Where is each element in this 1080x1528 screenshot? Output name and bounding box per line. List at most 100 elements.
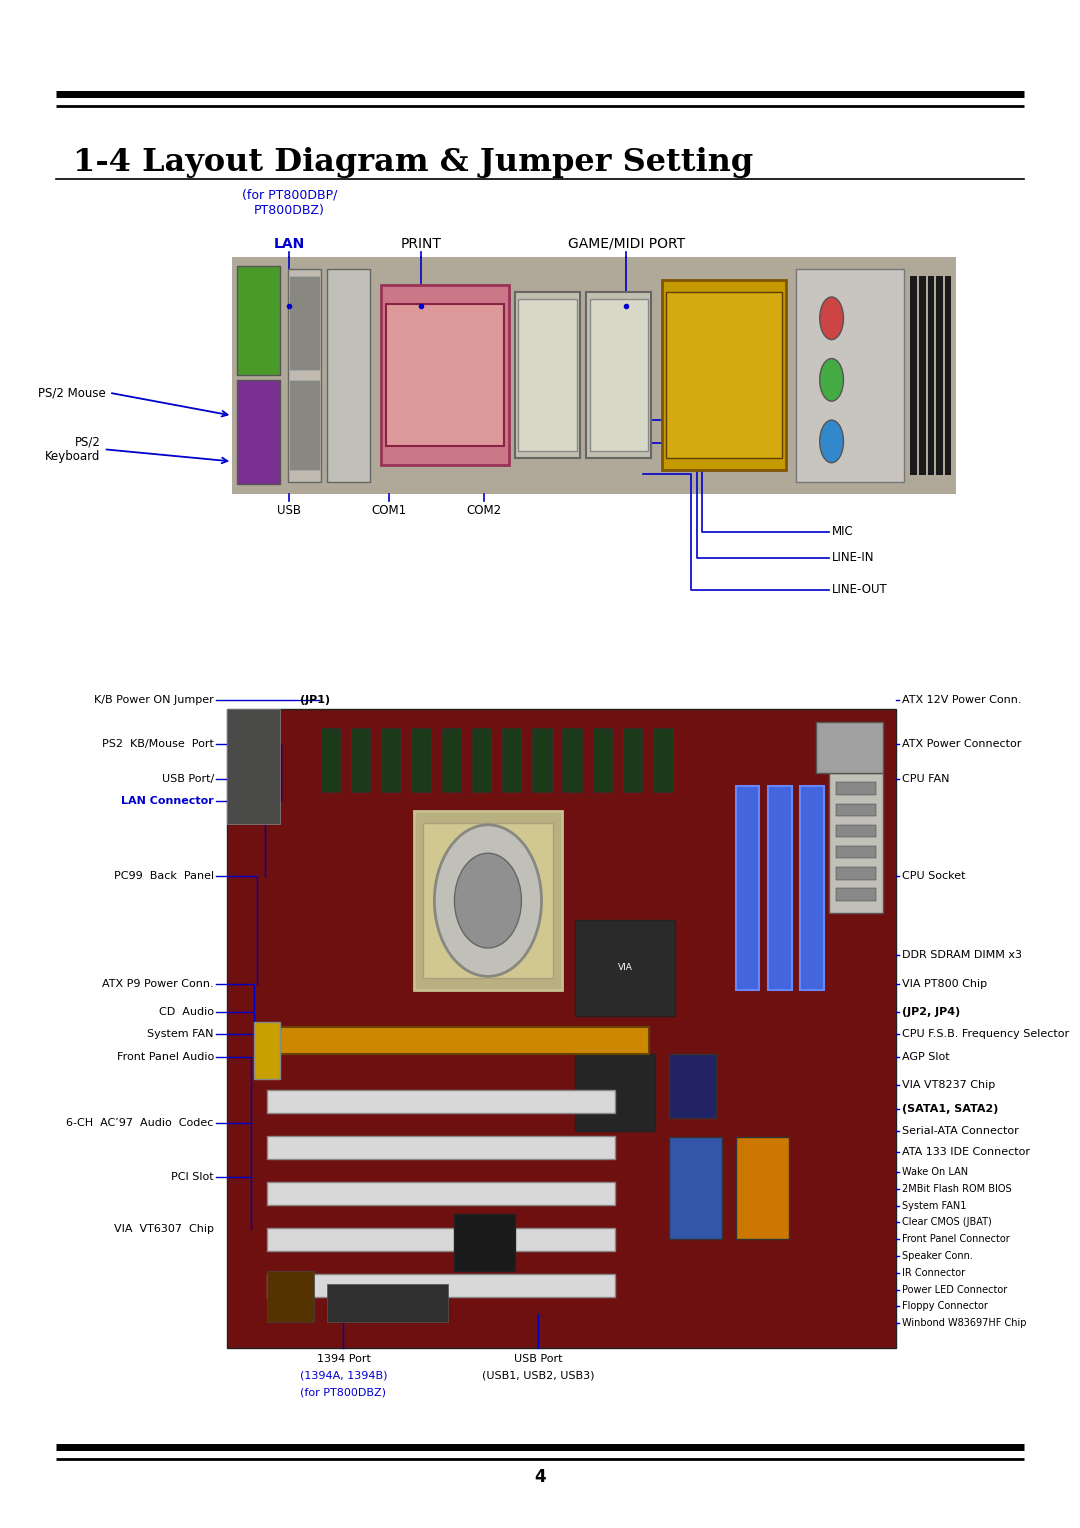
Bar	[735, 785, 759, 990]
Bar	[653, 729, 673, 792]
Bar	[586, 292, 651, 458]
Bar	[227, 709, 281, 824]
Text: LINE-IN: LINE-IN	[832, 552, 874, 564]
Text: CPU Socket: CPU Socket	[902, 871, 966, 880]
Bar	[796, 269, 904, 481]
Text: 4: 4	[535, 1468, 545, 1487]
Text: 2MBit Flash ROM BIOS: 2MBit Flash ROM BIOS	[902, 1184, 1012, 1193]
Bar	[327, 1284, 448, 1322]
Ellipse shape	[820, 359, 843, 402]
Text: 1-4 Layout Diagram & Jumper Setting: 1-4 Layout Diagram & Jumper Setting	[73, 147, 754, 177]
Bar	[836, 804, 876, 816]
Bar	[945, 275, 951, 475]
Text: Power LED Connector: Power LED Connector	[902, 1285, 1007, 1294]
Text: COM1: COM1	[372, 504, 406, 518]
Bar	[381, 729, 401, 792]
Bar	[669, 1054, 716, 1118]
Text: PCI Slot: PCI Slot	[172, 1172, 214, 1181]
Bar	[267, 1274, 616, 1297]
Bar	[928, 275, 934, 475]
Bar	[237, 266, 280, 374]
Text: 1394 Port: 1394 Port	[316, 1354, 370, 1365]
Text: CPU FAN: CPU FAN	[902, 775, 949, 784]
Bar	[267, 1091, 616, 1112]
Text: System FAN: System FAN	[147, 1030, 214, 1039]
Text: LAN: LAN	[274, 237, 305, 251]
Text: USB Port/: USB Port/	[162, 775, 214, 784]
Bar	[411, 729, 431, 792]
Text: K/B Power ON Jumper: K/B Power ON Jumper	[94, 695, 214, 704]
Bar	[575, 920, 675, 1016]
Bar	[515, 292, 580, 458]
Text: PS2  KB/Mouse  Port: PS2 KB/Mouse Port	[102, 740, 214, 749]
Bar	[836, 825, 876, 837]
Text: ATX P9 Power Conn.: ATX P9 Power Conn.	[103, 979, 214, 989]
Text: Floppy Connector: Floppy Connector	[902, 1302, 988, 1311]
Text: (1394A, 1394B): (1394A, 1394B)	[299, 1371, 388, 1381]
Bar	[289, 380, 320, 469]
Text: (JP1): (JP1)	[300, 695, 330, 704]
Text: Front Panel Audio: Front Panel Audio	[117, 1053, 214, 1062]
Text: VIA  VT6307  Chip: VIA VT6307 Chip	[113, 1224, 214, 1233]
Bar	[735, 1137, 789, 1239]
Bar	[816, 721, 883, 773]
Bar	[593, 729, 612, 792]
Bar	[836, 845, 876, 859]
Bar	[281, 1027, 649, 1054]
Text: System FAN1: System FAN1	[902, 1201, 967, 1210]
Bar	[910, 275, 917, 475]
Bar	[829, 773, 883, 914]
Text: AGP Slot: AGP Slot	[902, 1053, 949, 1062]
Text: ATX Power Connector: ATX Power Connector	[902, 740, 1022, 749]
Bar	[836, 888, 876, 900]
Bar	[455, 1213, 515, 1271]
Text: CPU F.S.B. Frequency Selector: CPU F.S.B. Frequency Selector	[902, 1030, 1069, 1039]
Bar	[267, 1183, 616, 1204]
Text: IR Connector: IR Connector	[902, 1268, 964, 1277]
Text: Serial-ATA Connector: Serial-ATA Connector	[902, 1126, 1018, 1135]
Text: MIC: MIC	[832, 526, 853, 538]
Bar	[532, 729, 552, 792]
Text: LINE-OUT: LINE-OUT	[832, 584, 888, 596]
Text: PRINT: PRINT	[401, 237, 442, 251]
Bar	[415, 811, 562, 990]
Bar	[502, 729, 522, 792]
Text: 6-CH  AC’97  Audio  Codec: 6-CH AC’97 Audio Codec	[67, 1118, 214, 1128]
Circle shape	[455, 853, 522, 947]
Text: PS/2 Mouse: PS/2 Mouse	[38, 387, 106, 399]
Text: Winbond W83697HF Chip: Winbond W83697HF Chip	[902, 1319, 1026, 1328]
Bar	[237, 380, 280, 484]
Bar	[267, 1271, 314, 1322]
Bar	[590, 299, 648, 451]
Bar	[267, 1229, 616, 1250]
Bar	[227, 709, 896, 1348]
Bar	[669, 1137, 723, 1239]
Text: (USB1, USB2, USB3): (USB1, USB2, USB3)	[482, 1371, 594, 1381]
Text: USB Port: USB Port	[514, 1354, 562, 1365]
Text: VIA: VIA	[618, 963, 633, 972]
Bar	[518, 299, 577, 451]
Text: Speaker Conn.: Speaker Conn.	[902, 1251, 973, 1261]
Bar	[321, 729, 340, 792]
Text: DDR SDRAM DIMM x3: DDR SDRAM DIMM x3	[902, 950, 1022, 960]
Text: Wake On LAN: Wake On LAN	[902, 1167, 968, 1177]
Text: CD  Audio: CD Audio	[159, 1007, 214, 1016]
Text: ATX 12V Power Conn.: ATX 12V Power Conn.	[902, 695, 1022, 704]
Text: PS/2
Keyboard: PS/2 Keyboard	[45, 435, 100, 463]
Bar	[327, 269, 370, 481]
Bar	[936, 275, 943, 475]
Bar	[472, 729, 491, 792]
Text: USB: USB	[278, 504, 301, 518]
Text: (JP2, JP4): (JP2, JP4)	[902, 1007, 960, 1016]
Bar	[575, 1054, 656, 1131]
Text: ATA 133 IDE Connector: ATA 133 IDE Connector	[902, 1148, 1030, 1157]
Bar	[254, 1022, 281, 1079]
Bar	[768, 785, 792, 990]
Text: Clear CMOS (JBAT): Clear CMOS (JBAT)	[902, 1218, 991, 1227]
Text: (for PT800DBP/
PT800DBZ): (for PT800DBP/ PT800DBZ)	[242, 189, 337, 217]
Bar	[442, 729, 461, 792]
Text: (SATA1, SATA2): (SATA1, SATA2)	[902, 1105, 998, 1114]
Bar	[662, 280, 786, 469]
Text: COM2: COM2	[467, 504, 501, 518]
Text: (for PT800DBZ): (for PT800DBZ)	[300, 1387, 387, 1398]
